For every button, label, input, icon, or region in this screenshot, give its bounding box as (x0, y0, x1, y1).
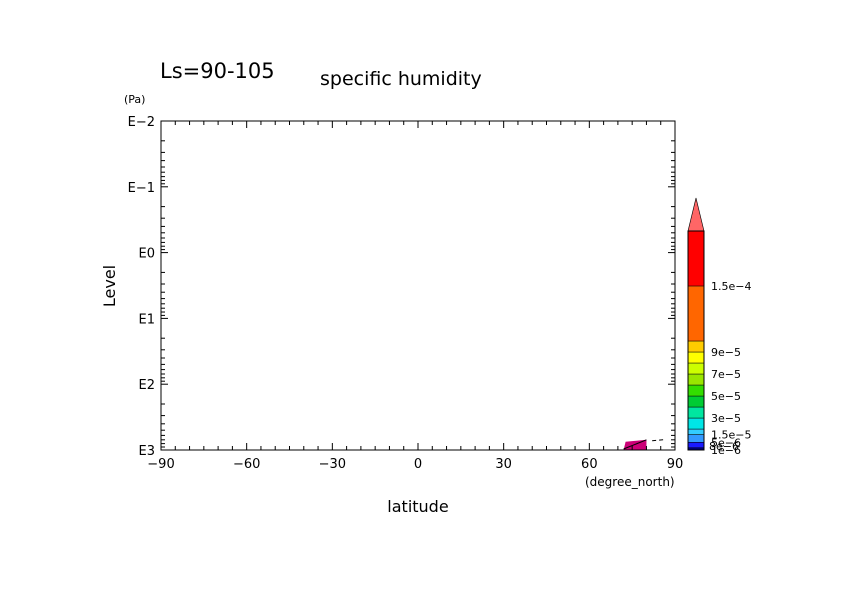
colorbar-segment (688, 407, 704, 419)
colorbar-label: 5e−5 (711, 390, 741, 403)
x-tick-label: 90 (667, 457, 684, 472)
plot-frame (160, 120, 676, 451)
colorbar-segment (688, 374, 704, 386)
contour-line-dashed (652, 439, 665, 442)
colorbar-label: 3e−5 (711, 412, 741, 425)
y-tick-label: E2 (139, 378, 156, 393)
plot-area (160, 120, 676, 451)
colorbar-label: 1.5e−4 (711, 280, 751, 293)
y-units-label: (Pa) (124, 93, 145, 106)
x-axis-label: latitude (387, 497, 448, 516)
colorbar-segment (688, 442, 704, 448)
chart-title-right: specific humidity (320, 68, 482, 90)
colorbar: 1e−65e−61.5e−5 3e−5 5e−5 7e−5 9e−5 1.5e−4 8e−6 (687, 197, 751, 457)
colorbar-segment (688, 363, 704, 375)
colorbar-segment (688, 447, 704, 450)
colorbar-segment (688, 341, 704, 353)
x-tick-label: 0 (414, 457, 422, 472)
colorbar-label: 5e−6 (711, 436, 741, 449)
y-axis-label: Level (100, 265, 119, 307)
colorbar-label: 9e−5 (711, 346, 741, 359)
chart-title-left: Ls=90-105 (160, 59, 275, 83)
colorbar-segment (688, 418, 704, 430)
x-tick-label: 30 (495, 457, 512, 472)
contour-line (623, 439, 647, 450)
x-axis: −90 −60 −30 0 30 60 90 (147, 121, 683, 472)
x-tick-label: 60 (581, 457, 598, 472)
colorbar-segment (688, 231, 704, 287)
y-tick-label: E1 (139, 312, 156, 327)
y-tick-label: E−1 (128, 181, 155, 196)
colorbar-label: 1e−6 (711, 444, 741, 457)
x-tick-label: −60 (233, 457, 260, 472)
x-axis-units: (degree_north) (585, 475, 675, 489)
y-tick-label: E−2 (128, 115, 155, 130)
colorbar-segment (688, 385, 704, 397)
colorbar-segment (688, 434, 704, 443)
x-tick-label: −90 (147, 457, 174, 472)
colorbar-extend-arrow (687, 197, 705, 232)
colorbar-label-overlap: 8e−6 (709, 440, 739, 453)
y-tick-label: E0 (139, 247, 156, 262)
x-tick-label: −30 (319, 457, 346, 472)
y-tick-label: E3 (139, 444, 156, 459)
colorbar-segment (688, 286, 704, 342)
y-axis: E−2 E−1 E0 E1 E2 E3 (128, 115, 675, 459)
colorbar-label: 1.5e−5 (711, 429, 751, 442)
colorbar-segment (688, 429, 704, 435)
colorbar-segment (688, 396, 704, 408)
colorbar-label: 7e−5 (711, 368, 741, 381)
colorbar-segment (688, 352, 704, 364)
colorbar-frame (687, 230, 705, 451)
